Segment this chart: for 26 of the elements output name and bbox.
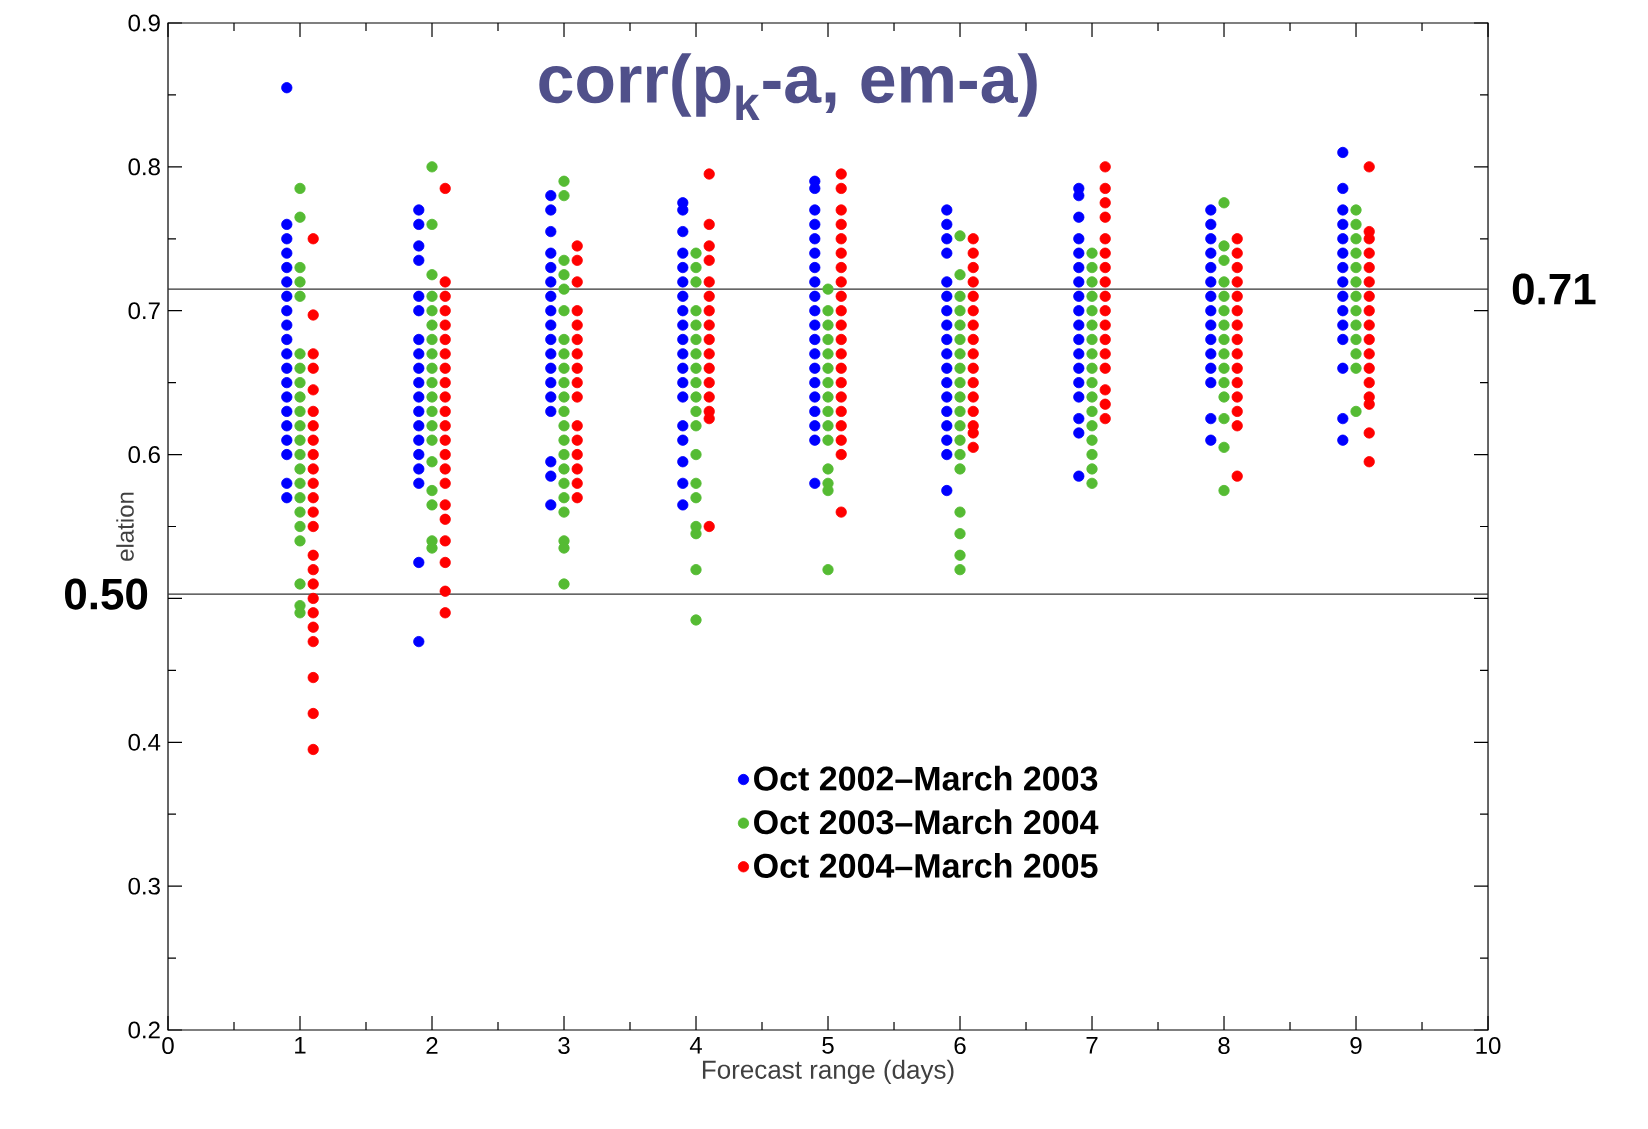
x-tick-label: 4: [689, 1037, 702, 1054]
x-tick-label: 5: [822, 1037, 834, 1054]
y-tick-label: 0.3: [128, 877, 160, 895]
y-tick-label: 0.7: [128, 302, 160, 320]
x-tick-label: 10: [1476, 1037, 1501, 1055]
y-tick-label: 0.2: [128, 1021, 160, 1039]
y-tick-label: 0.8: [128, 158, 160, 176]
x-tick-label: 9: [1350, 1037, 1362, 1055]
x-tick-label: 7: [1086, 1037, 1098, 1054]
x-tick-label: 8: [1218, 1037, 1230, 1055]
x-tick-label: 6: [954, 1037, 966, 1055]
legend-label: Oct 2002–March 2003: [754, 765, 1098, 791]
x-axis-title: Forecast range (days): [702, 1059, 954, 1085]
y-tick-label: 0.9: [128, 14, 160, 32]
legend-label: Oct 2004–March 2005: [754, 853, 1098, 878]
x-tick-label: 3: [558, 1037, 570, 1055]
x-tick-label: 1: [295, 1037, 306, 1054]
y-tick-label: 0.6: [128, 446, 160, 464]
ref-line-label: 0.71: [1512, 273, 1596, 305]
x-tick-label: 0: [162, 1037, 174, 1055]
x-tick-label: 2: [426, 1037, 438, 1054]
y-axis-title: elation: [116, 492, 134, 561]
y-tick-label: 0.4: [128, 733, 161, 751]
legend-label: Oct 2003–March 2004: [754, 809, 1099, 835]
chart-title: corr(p$_{k}$-a, em-a): [539, 53, 1037, 120]
ref-line-label: 0.50: [65, 578, 148, 610]
